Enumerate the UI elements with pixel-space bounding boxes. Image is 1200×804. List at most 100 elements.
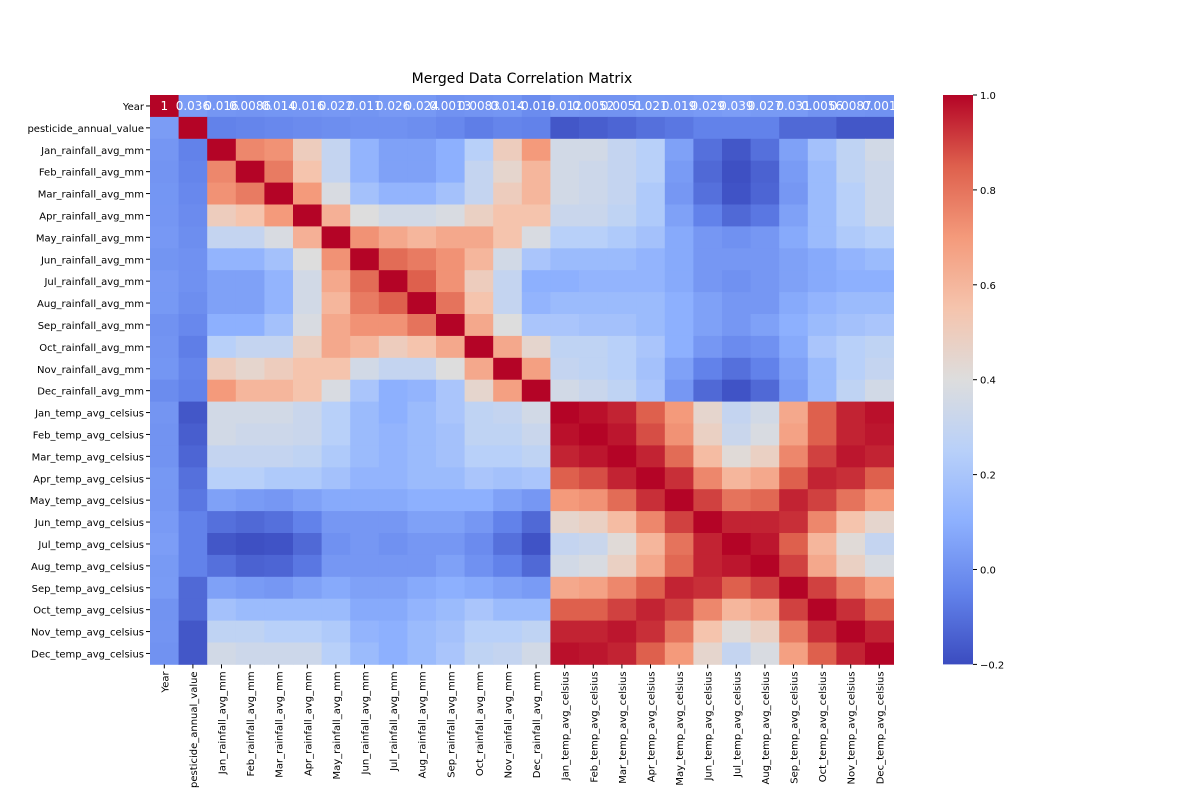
heatmap-cell xyxy=(693,292,723,315)
heatmap-cell xyxy=(779,511,809,534)
heatmap-cell xyxy=(836,226,866,249)
heatmap-cell xyxy=(550,138,580,162)
heatmap-cell xyxy=(321,401,351,424)
cell-annotation: 0.026 xyxy=(376,99,410,113)
cell-annotation: 0.016 xyxy=(290,99,324,113)
y-tick-label: pesticide_annual_value xyxy=(27,124,144,135)
x-tick-label: Aug_temp_avg_celsius xyxy=(761,671,772,784)
heatmap-cell xyxy=(579,182,608,205)
heatmap-cell xyxy=(407,116,437,140)
cell-annotation: 0.021 xyxy=(633,99,667,113)
heatmap-cell xyxy=(579,270,608,293)
x-tick-label: Nov_rainfall_avg_mm xyxy=(504,671,515,778)
heatmap-cell xyxy=(293,335,322,359)
y-tick-label: Feb_rainfall_avg_mm xyxy=(39,168,144,179)
y-tick-label: Sep_rainfall_avg_mm xyxy=(38,321,144,332)
heatmap-cell xyxy=(321,292,351,315)
heatmap-cell xyxy=(321,598,351,621)
heatmap-cell xyxy=(521,620,551,643)
heatmap-cell xyxy=(493,314,523,337)
heatmap-cell xyxy=(150,314,179,337)
y-tick-label: Jun_rainfall_avg_mm xyxy=(40,255,144,266)
cell-annotation: 0.001 xyxy=(862,99,896,113)
heatmap-cell xyxy=(807,598,837,621)
y-tick-label: Feb_temp_avg_celsius xyxy=(33,430,144,441)
heatmap-cell xyxy=(293,204,322,227)
heatmap-cell xyxy=(636,489,666,512)
cell-annotation: 0.029 xyxy=(691,99,725,113)
heatmap-cell xyxy=(378,489,408,512)
heatmap-cell xyxy=(722,401,751,424)
heatmap-cell xyxy=(865,511,894,534)
y-tick-label: Aug_rainfall_avg_mm xyxy=(37,299,144,310)
heatmap-cell xyxy=(607,576,637,600)
heatmap-cell xyxy=(750,160,780,183)
heatmap-cell xyxy=(750,95,780,118)
heatmap-cell xyxy=(722,533,751,556)
heatmap-cell xyxy=(607,533,637,556)
heatmap-cell xyxy=(750,335,780,359)
heatmap-cell xyxy=(807,489,837,512)
heatmap-cell xyxy=(378,401,408,424)
heatmap-cell xyxy=(865,445,894,468)
heatmap-cell xyxy=(722,423,751,446)
heatmap-cell xyxy=(722,554,751,578)
heatmap-cell xyxy=(836,620,866,643)
heatmap-cell xyxy=(293,357,322,381)
heatmap-cell xyxy=(235,292,265,315)
heatmap-cell xyxy=(436,182,465,205)
heatmap-cell xyxy=(550,204,580,227)
heatmap-cell xyxy=(836,379,866,402)
heatmap-cell xyxy=(550,511,580,534)
heatmap-cell xyxy=(664,95,694,118)
heatmap-cell xyxy=(178,204,208,227)
heatmap-cell xyxy=(693,248,723,271)
heatmap-cell xyxy=(550,533,580,556)
cell-annotation: 0.0083 xyxy=(458,99,500,113)
cell-annotation: 0.022 xyxy=(319,99,353,113)
heatmap-cell xyxy=(235,576,265,600)
heatmap-cell xyxy=(579,226,608,249)
heatmap-cell xyxy=(607,270,637,293)
heatmap-cell xyxy=(750,204,780,227)
heatmap-cell xyxy=(235,554,265,578)
heatmap-cell xyxy=(579,314,608,337)
heatmap-cell xyxy=(664,445,694,468)
heatmap-cell xyxy=(321,467,351,490)
y-tick-label: Jan_temp_avg_celsius xyxy=(34,409,144,420)
cell-annotation: 0.012 xyxy=(548,99,582,113)
x-tick-label: Mar_temp_avg_celsius xyxy=(618,671,629,783)
heatmap-cell xyxy=(607,401,637,424)
heatmap-cell xyxy=(178,489,208,512)
heatmap-cell xyxy=(664,489,694,512)
heatmap-cell xyxy=(779,95,809,118)
heatmap-cell xyxy=(693,401,723,424)
heatmap-cell xyxy=(550,401,580,424)
heatmap-cell xyxy=(493,379,523,402)
heatmap-cell xyxy=(807,335,837,359)
heatmap-cell xyxy=(264,226,294,249)
heatmap-cell xyxy=(550,423,580,446)
heatmap-cell xyxy=(493,533,523,556)
heatmap-cell xyxy=(264,138,294,162)
heatmap-cell xyxy=(407,598,437,621)
heatmap-cell xyxy=(207,357,237,381)
heatmap-cell xyxy=(607,95,637,118)
heatmap-cell xyxy=(407,489,437,512)
heatmap-cell xyxy=(264,248,294,271)
heatmap-cell xyxy=(178,554,208,578)
heatmap-cell xyxy=(493,204,523,227)
heatmap-cell xyxy=(150,598,179,621)
heatmap-cell xyxy=(407,335,437,359)
heatmap-cell xyxy=(436,554,465,578)
heatmap-cell xyxy=(407,642,437,665)
heatmap-cell xyxy=(407,314,437,337)
heatmap-cell xyxy=(207,445,237,468)
cell-annotation: 0.031 xyxy=(776,99,810,113)
heatmap-cell xyxy=(378,576,408,600)
heatmap-cell xyxy=(321,642,351,665)
heatmap-cell xyxy=(807,445,837,468)
heatmap-cell xyxy=(207,642,237,665)
heatmap-cell xyxy=(235,248,265,271)
heatmap-cell xyxy=(722,182,751,205)
